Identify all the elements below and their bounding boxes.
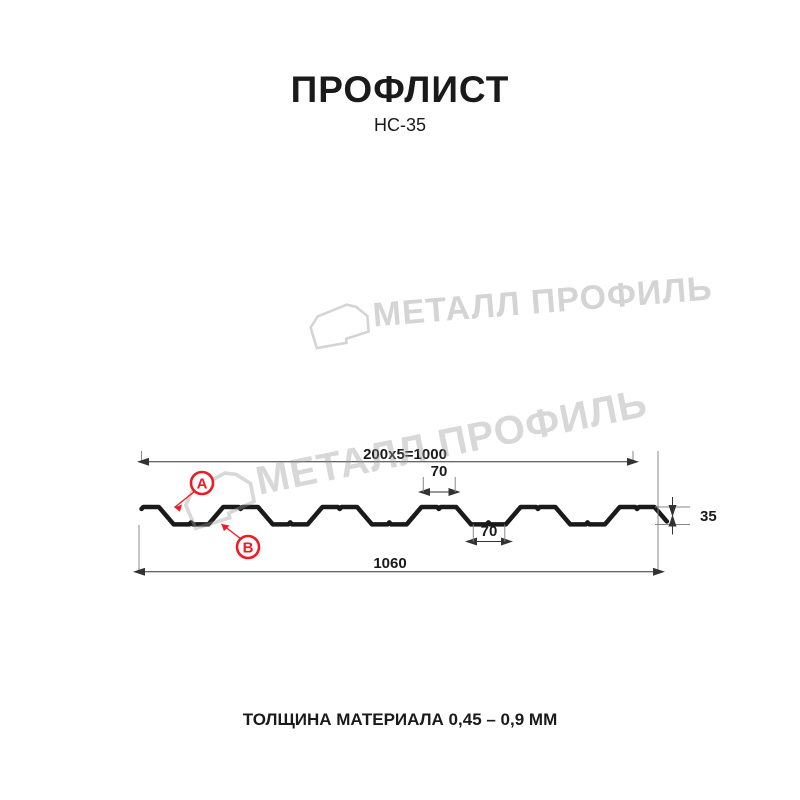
svg-text:70: 70 xyxy=(481,523,498,540)
svg-text:35: 35 xyxy=(700,508,717,525)
svg-text:МЕТАЛЛ ПРОФИЛЬ: МЕТАЛЛ ПРОФИЛЬ xyxy=(371,269,714,334)
svg-text:B: B xyxy=(243,540,254,557)
svg-text:1060: 1060 xyxy=(373,555,406,572)
svg-text:A: A xyxy=(197,476,208,493)
svg-text:МЕТАЛЛ ПРОФИЛЬ: МЕТАЛЛ ПРОФИЛЬ xyxy=(252,381,651,504)
